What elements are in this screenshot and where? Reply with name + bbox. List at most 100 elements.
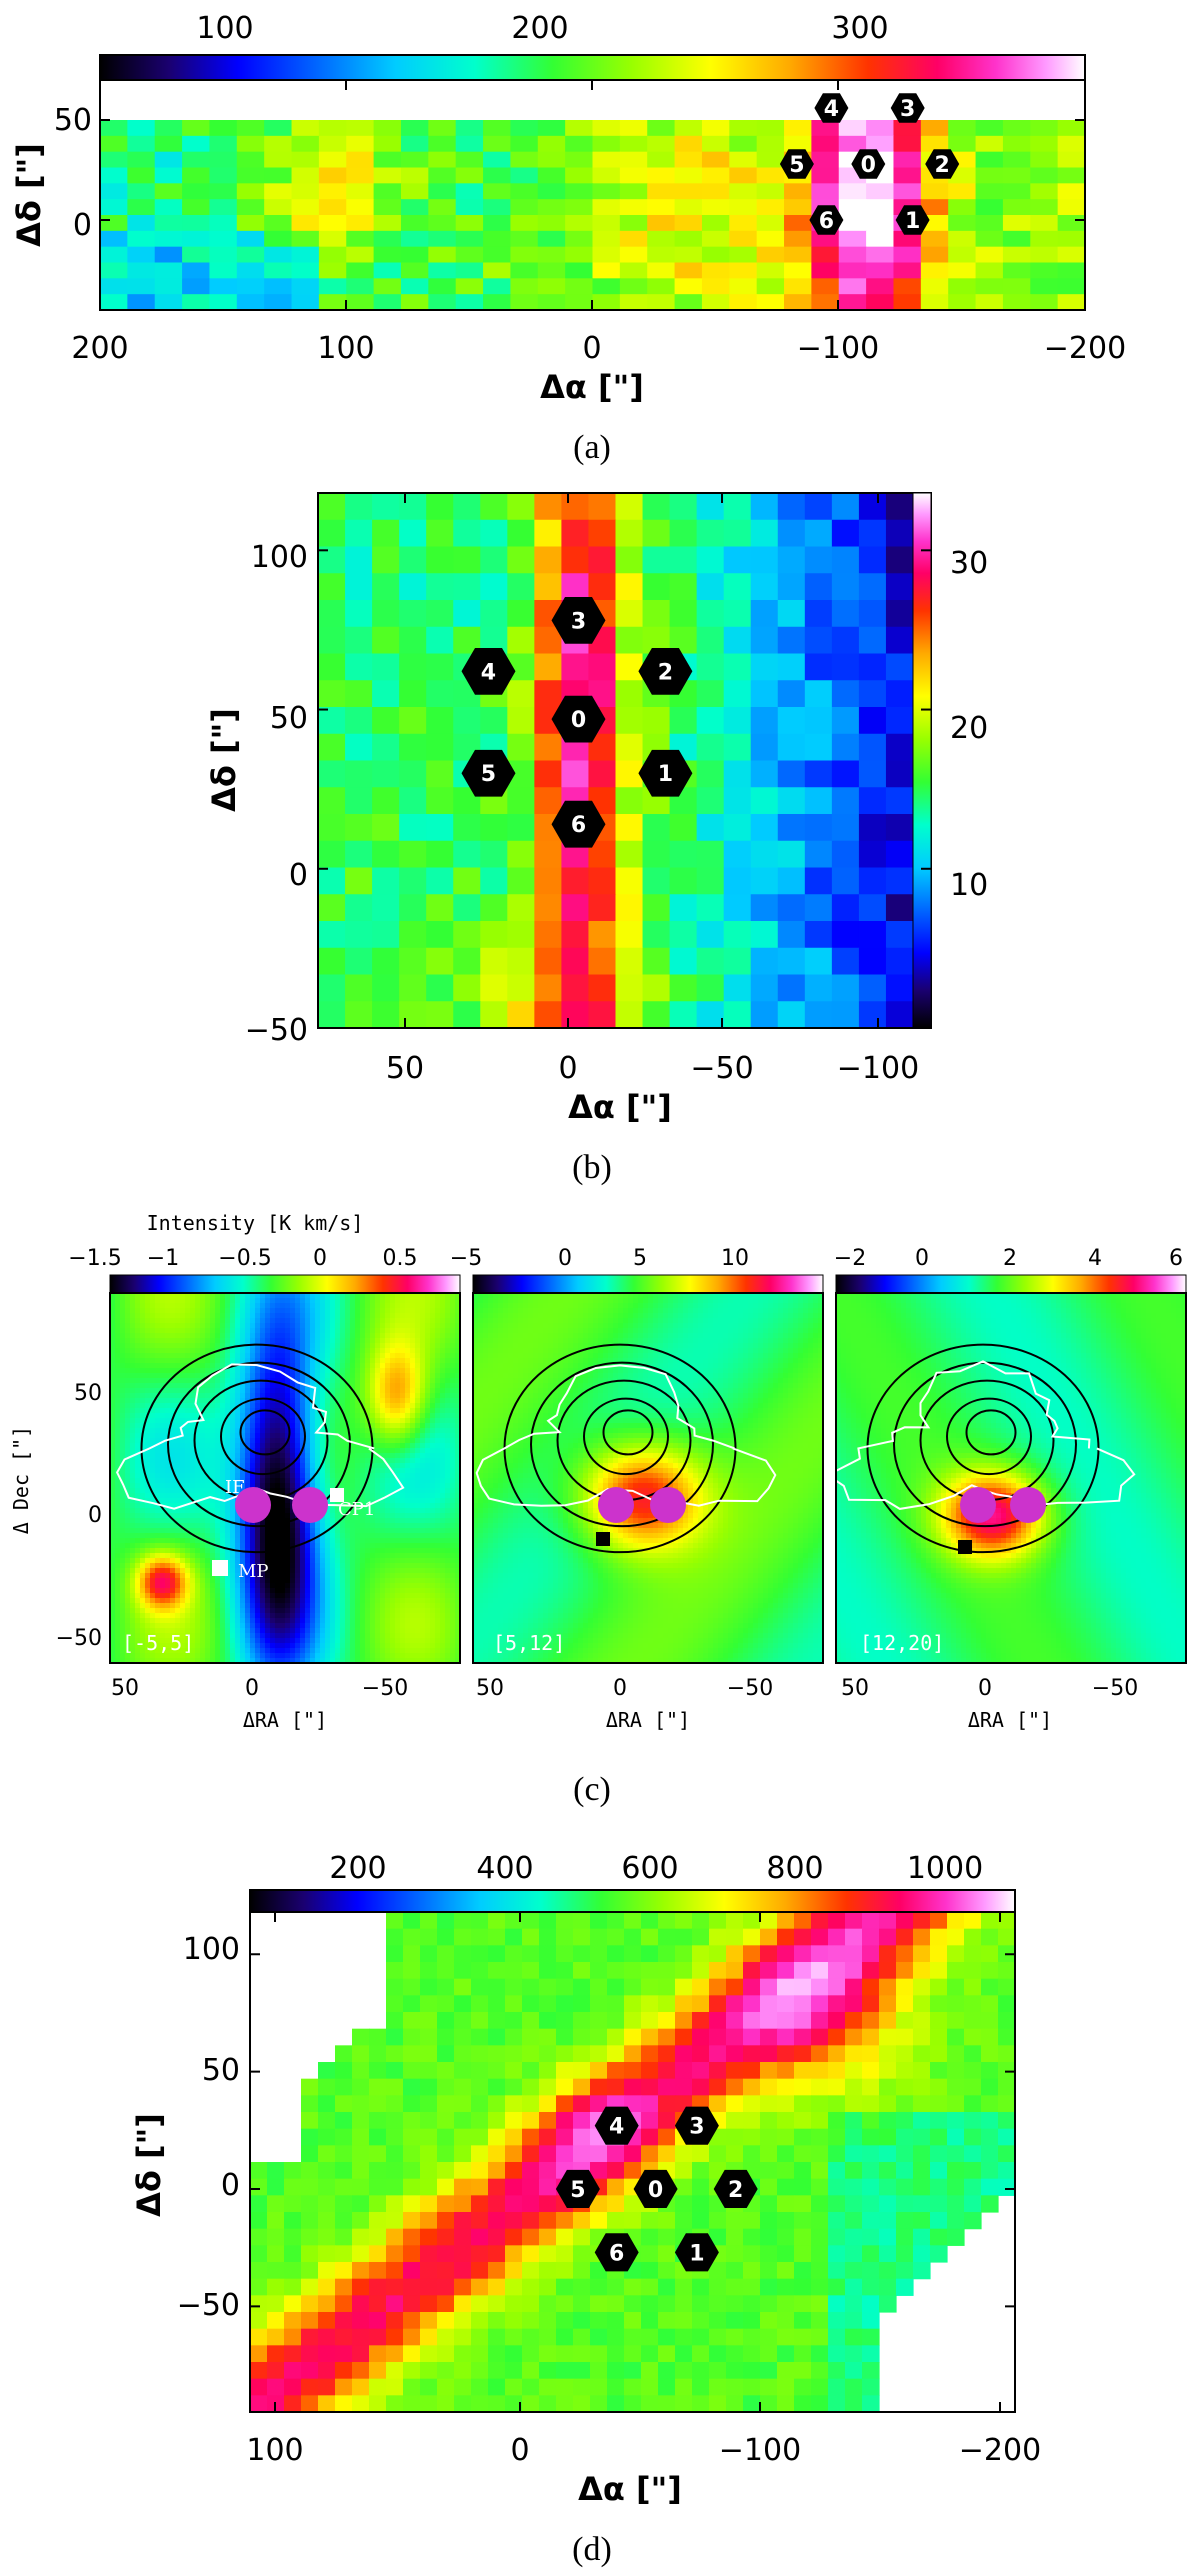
heat-c1-cell xyxy=(210,1533,216,1539)
heat-c1-cell xyxy=(325,1543,331,1549)
heat-c1-cell xyxy=(175,1498,181,1504)
heat-c1-cell xyxy=(165,1313,171,1319)
heat-c1-cell xyxy=(380,1523,386,1529)
heat-c1-cell xyxy=(430,1423,436,1429)
heat-c1-cell xyxy=(440,1483,446,1489)
heat-a-cell xyxy=(1003,247,1031,263)
heat-c1-cell xyxy=(115,1348,121,1354)
heat-a-cell xyxy=(757,247,785,263)
heat-c1-cell xyxy=(410,1493,416,1499)
heat-c1-cell xyxy=(190,1468,196,1474)
heat-c1-cell xyxy=(150,1458,156,1464)
heat-c1-cell xyxy=(175,1468,181,1474)
heat-c1-cell xyxy=(310,1528,316,1534)
heat-a-cell xyxy=(1030,294,1058,310)
heat-b-cell xyxy=(399,520,427,547)
heat-c1-cell xyxy=(365,1558,371,1564)
heat-b-cell xyxy=(345,680,373,707)
heat-c1-cell xyxy=(445,1538,451,1544)
heat-a-cell xyxy=(784,294,812,310)
heat-c1-cell xyxy=(445,1513,451,1519)
heat-b-cell xyxy=(832,520,860,547)
heat-c1-cell xyxy=(275,1483,281,1489)
heat-a-cell xyxy=(811,136,839,152)
heat-c1-cell xyxy=(115,1458,121,1464)
heat-c1-cell xyxy=(385,1338,391,1344)
heat-b-cell xyxy=(372,547,400,574)
heat-c1-cell xyxy=(120,1413,126,1419)
heat-c1-cell xyxy=(170,1528,176,1534)
heat-c1-cell xyxy=(325,1298,331,1304)
heat-c1-cell xyxy=(450,1368,456,1374)
heat-c1-cell xyxy=(330,1438,336,1444)
heat-c1-cell xyxy=(180,1323,186,1329)
heat-a-cell xyxy=(1030,278,1058,294)
heat-b-cell xyxy=(886,654,914,681)
heat-c1-cell xyxy=(380,1438,386,1444)
heat-c1-cell xyxy=(425,1348,431,1354)
heat-c1-cell xyxy=(430,1458,436,1464)
heat-c1-cell xyxy=(255,1553,261,1559)
heat-c1-cell xyxy=(340,1543,346,1549)
heat-c1-cell xyxy=(265,1433,271,1439)
heat-c1-cell xyxy=(430,1318,436,1324)
heat-c1-cell xyxy=(350,1413,356,1419)
heat-b-cell xyxy=(859,734,887,761)
heat-c1-cell xyxy=(365,1378,371,1384)
heat-c1-cell xyxy=(170,1308,176,1314)
heat-c1-cell xyxy=(270,1338,276,1344)
heat-c1-cell xyxy=(235,1393,241,1399)
heat-c1-cell xyxy=(360,1308,366,1314)
heat-c1-cell xyxy=(285,1358,291,1364)
panel-c1-map xyxy=(110,1293,461,1664)
heat-c1-cell xyxy=(415,1508,421,1514)
heat-c1-cell xyxy=(375,1533,381,1539)
heat-c1-cell xyxy=(430,1313,436,1319)
heat-c1-cell xyxy=(350,1543,356,1549)
heat-b-cell xyxy=(318,868,346,895)
heat-c1-cell xyxy=(395,1433,401,1439)
heat-c1-cell xyxy=(250,1388,256,1394)
heat-a-cell xyxy=(374,278,402,294)
heat-c1-cell xyxy=(380,1333,386,1339)
heat-c1-cell xyxy=(400,1453,406,1459)
heat-a-cell xyxy=(702,120,730,136)
heat-b-cell xyxy=(345,573,373,600)
heat-a-cell xyxy=(976,136,1004,152)
heat-c1-cell xyxy=(250,1458,256,1464)
heat-c1-cell xyxy=(205,1423,211,1429)
panel-c1-cb-tick-0: −1.5 xyxy=(68,1246,121,1271)
heat-c1-cell xyxy=(120,1348,126,1354)
heat-b-cell xyxy=(453,975,481,1002)
heat-c1-cell xyxy=(120,1543,126,1549)
heat-c1-cell xyxy=(250,1403,256,1409)
heat-c1-cell xyxy=(250,1318,256,1324)
heat-c1-cell xyxy=(405,1308,411,1314)
heat-c1-cell xyxy=(370,1388,376,1394)
heat-c1-cell xyxy=(335,1548,341,1554)
heat-c1-cell xyxy=(225,1423,231,1429)
heat-c1-cell xyxy=(440,1488,446,1494)
heat-c1-cell xyxy=(275,1573,281,1579)
heat-c1-cell xyxy=(355,1303,361,1309)
heat-c1-cell xyxy=(390,1548,396,1554)
heat-a-cell xyxy=(893,247,921,263)
heat-c1-cell xyxy=(270,1463,276,1469)
heat-c1-cell xyxy=(425,1388,431,1394)
heat-c1-cell xyxy=(440,1463,446,1469)
heat-b-cell xyxy=(643,573,671,600)
heat-c1-cell xyxy=(400,1513,406,1519)
heat-c1-cell xyxy=(150,1353,156,1359)
heat-c1-cell xyxy=(170,1318,176,1324)
heat-c1-cell xyxy=(120,1568,126,1574)
heat-b-cell xyxy=(751,1001,779,1028)
heat-c1-cell xyxy=(280,1538,286,1544)
heat-c1-cell xyxy=(270,1528,276,1534)
heat-c1-cell xyxy=(160,1418,166,1424)
heat-c1-cell xyxy=(275,1563,281,1569)
heat-c1-cell xyxy=(385,1538,391,1544)
heat-b-cell xyxy=(534,975,562,1002)
heat-c1-cell xyxy=(430,1323,436,1329)
heat-c1-cell xyxy=(280,1458,286,1464)
heat-c1-cell xyxy=(425,1483,431,1489)
